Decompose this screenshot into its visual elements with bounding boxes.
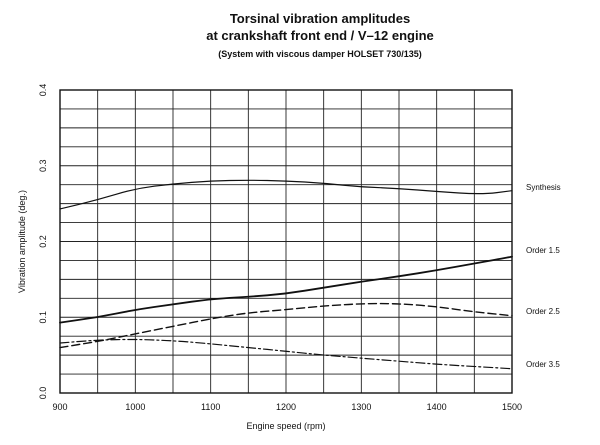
y-tick-label: 0.4	[38, 84, 48, 97]
x-tick-label: 1500	[502, 402, 522, 412]
grid-layer	[60, 90, 512, 393]
y-axis-title: Vibration amplitude (deg.)	[17, 190, 27, 293]
series-line-synthesis	[59, 179, 513, 210]
x-tick-label: 900	[52, 402, 67, 412]
y-tick-label: 0.0	[38, 387, 48, 400]
x-axis-title: Engine speed (rpm)	[246, 421, 325, 431]
series-line-order-3-5	[59, 338, 513, 370]
chart-title: Torsinal vibration amplitudes	[229, 11, 411, 26]
series-line-order-1-5	[59, 255, 513, 324]
series-line-order-2-5	[59, 302, 513, 349]
series-label-synthesis: Synthesis	[526, 183, 561, 192]
y-tick-label: 0.2	[38, 235, 48, 248]
x-tick-label: 1100	[201, 402, 220, 412]
series-label-order-2-5: Order 2.5	[526, 307, 560, 316]
series-label-order-3-5: Order 3.5	[526, 360, 560, 369]
y-tick-label: 0.3	[38, 159, 48, 172]
x-tick-label: 1400	[427, 402, 447, 412]
tick-layer: 900 1000 1100 1200 1300 1400 1500 0.0 0.1 0.2 0.3 0…	[38, 84, 522, 412]
chart-title-block: Torsinal vibration amplitudes at cranksh…	[0, 10, 600, 61]
x-tick-label: 1000	[125, 402, 145, 412]
plot-frame	[59, 89, 513, 394]
series-layer	[59, 179, 513, 370]
x-tick-label: 1200	[276, 402, 296, 412]
y-tick-label: 0.1	[38, 311, 48, 324]
series-label-layer: Synthesis Order 1.5 Order 2.5 Order 3.5	[526, 183, 561, 369]
chart-subtitle: (System with viscous damper HOLSET 730/1…	[218, 49, 422, 59]
series-label-order-1-5: Order 1.5	[526, 246, 560, 255]
chart-title-line-2: at crankshaft front end / V–12 engine	[206, 28, 434, 43]
x-tick-label: 1300	[351, 402, 371, 412]
